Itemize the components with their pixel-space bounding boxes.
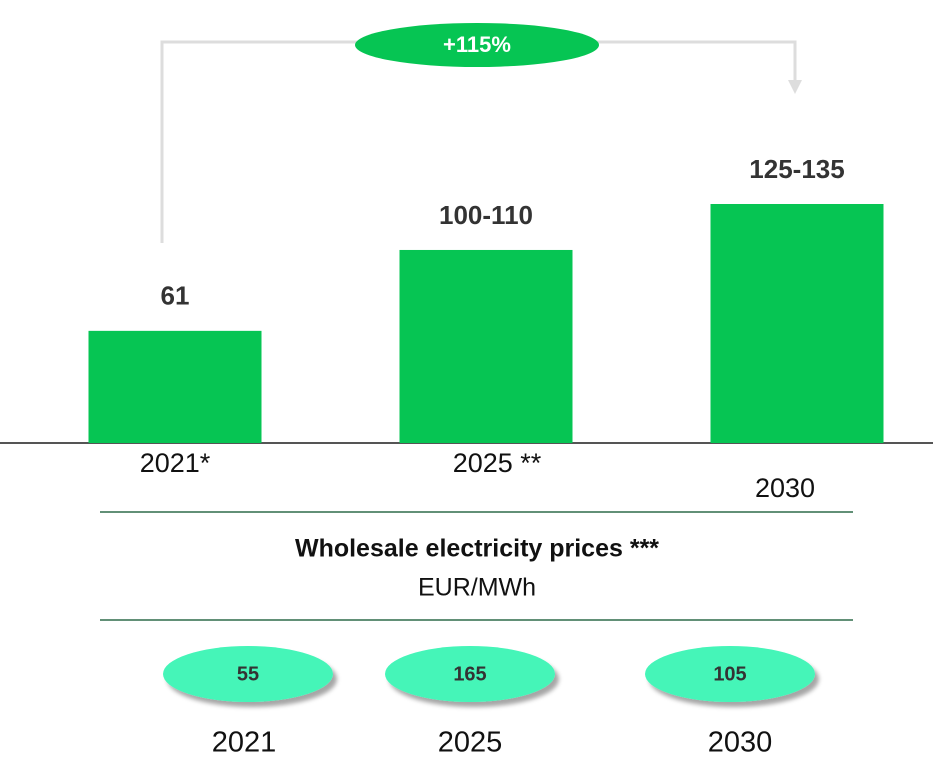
price-value: 105: [713, 663, 746, 685]
annotation-pill: [355, 23, 599, 67]
prices-unit: EUR/MWh: [418, 574, 536, 602]
x-tick-label: 2030: [755, 473, 815, 503]
price-bubble: [163, 646, 333, 702]
price-year: 2025: [438, 727, 503, 759]
price-bubble: [645, 646, 815, 702]
value-label: 125-135: [749, 154, 844, 184]
bar: [710, 204, 884, 443]
x-tick-label: 2021*: [140, 448, 211, 478]
value-label: 61: [161, 281, 190, 311]
price-value: 165: [453, 663, 486, 685]
annotation: +115%: [443, 32, 511, 57]
prices-title: Wholesale electricity prices ***: [295, 535, 659, 563]
bar: [88, 330, 262, 443]
price-year: 2030: [708, 727, 773, 759]
price-value: 55: [237, 663, 259, 685]
x-tick-label: 2025 **: [453, 448, 542, 478]
value-label: 100-110: [439, 200, 533, 230]
arrow-head: [788, 80, 802, 94]
price-bubble: [385, 646, 555, 702]
bar: [399, 249, 573, 443]
price-year: 2021: [212, 727, 277, 759]
